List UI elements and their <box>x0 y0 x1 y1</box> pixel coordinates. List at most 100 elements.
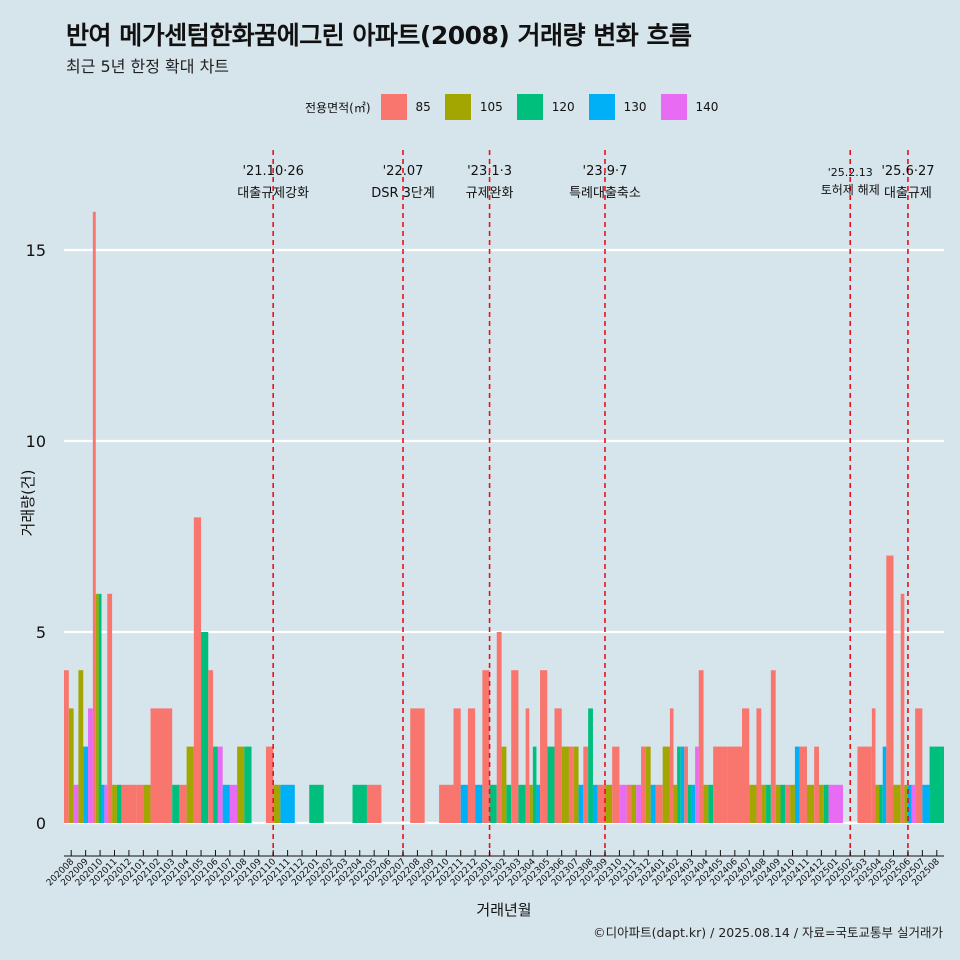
bar <box>366 784 382 823</box>
bar <box>217 746 223 823</box>
bar <box>893 784 901 823</box>
source-caption: ©디아파트(dapt.kr) / 2025.08.14 / 자료=국토교통부 실… <box>593 925 943 940</box>
bar <box>467 708 476 823</box>
bar <box>780 784 786 823</box>
bar <box>915 708 923 823</box>
bar <box>244 746 252 823</box>
bar <box>929 746 944 823</box>
bar <box>631 784 637 823</box>
bar <box>799 746 807 823</box>
bar <box>410 708 425 823</box>
bar <box>482 670 490 823</box>
bar <box>708 784 714 823</box>
bar <box>73 784 79 823</box>
bar <box>794 746 800 823</box>
bar <box>179 784 187 823</box>
legend-item-105: 105 <box>444 94 503 120</box>
bar <box>511 670 519 823</box>
bar <box>662 746 670 823</box>
bar <box>604 784 613 823</box>
bar <box>554 708 562 823</box>
bar <box>143 784 151 823</box>
bar <box>775 784 781 823</box>
bar <box>766 784 771 823</box>
bar <box>677 746 681 823</box>
bar <box>636 784 642 823</box>
event-label: 규제완화 <box>466 186 514 201</box>
bar <box>496 632 502 823</box>
bar <box>673 784 678 823</box>
bar <box>806 784 815 823</box>
bar <box>107 593 113 823</box>
bar <box>785 784 791 823</box>
bar <box>761 784 767 823</box>
event-label: 특례대출축소 <box>569 186 641 201</box>
bar <box>911 784 916 823</box>
bar <box>540 670 548 823</box>
legend-label: 130 <box>623 100 647 114</box>
bar <box>121 784 137 823</box>
y-tick-label: 15 <box>26 241 46 260</box>
event-date-label: '25.6·27 <box>881 164 934 179</box>
bar <box>83 746 89 823</box>
event-date-label: '25.2.13 <box>828 166 873 179</box>
bar <box>460 784 468 823</box>
bar <box>749 784 757 823</box>
legend-item-130: 130 <box>588 94 647 120</box>
bar <box>529 784 533 823</box>
chart-title: 반여 메가센텀한화꿈에그린 아파트(2008) 거래량 변화 흐름 <box>66 21 692 50</box>
chart-subtitle: 최근 5년 한정 확대 차트 <box>66 57 230 76</box>
x-axis-title: 거래년월 <box>476 901 531 919</box>
bar <box>561 746 569 823</box>
y-axis-title: 거래량(건) <box>19 470 37 537</box>
bar <box>687 784 692 823</box>
bar <box>95 593 99 823</box>
bar <box>208 670 214 823</box>
event-label: 토허제 해제 <box>821 183 880 197</box>
bar <box>578 784 584 823</box>
bar <box>814 746 819 823</box>
bar <box>213 746 218 823</box>
legend: 전용면적(㎡) 85 105 120 130 140 <box>305 93 732 121</box>
bar <box>713 746 728 823</box>
bar <box>489 784 497 823</box>
bar <box>583 746 589 823</box>
legend-label: 105 <box>479 100 503 114</box>
legend-swatch <box>516 94 543 120</box>
bar <box>922 784 930 823</box>
bar <box>78 670 84 823</box>
bar <box>98 593 102 823</box>
y-tick-label: 5 <box>36 623 46 642</box>
bar <box>882 746 887 823</box>
bar <box>501 746 507 823</box>
legend-item-120: 120 <box>516 94 575 120</box>
bar <box>273 784 281 823</box>
bar <box>532 746 537 823</box>
event-label: 대출규제강화 <box>237 186 309 201</box>
bar <box>64 670 69 823</box>
bar <box>164 708 173 823</box>
bar <box>703 784 709 823</box>
bar <box>790 784 795 823</box>
bar <box>818 784 824 823</box>
event-date-label: '21.10·26 <box>242 164 303 179</box>
bar <box>879 784 883 823</box>
bar <box>698 670 704 823</box>
bar <box>150 708 165 823</box>
bar <box>695 746 699 823</box>
bar <box>597 784 605 823</box>
bar <box>439 784 454 823</box>
bar <box>641 746 646 823</box>
bar <box>770 670 776 823</box>
bar <box>68 708 74 823</box>
bar <box>655 784 663 823</box>
bar <box>352 784 367 823</box>
legend-label: 140 <box>695 100 719 114</box>
bar <box>547 746 555 823</box>
bar <box>645 746 651 823</box>
event-date-label: '23.9·7 <box>583 164 628 179</box>
bar <box>612 746 620 823</box>
bar <box>886 555 894 823</box>
legend-swatch <box>588 94 615 120</box>
